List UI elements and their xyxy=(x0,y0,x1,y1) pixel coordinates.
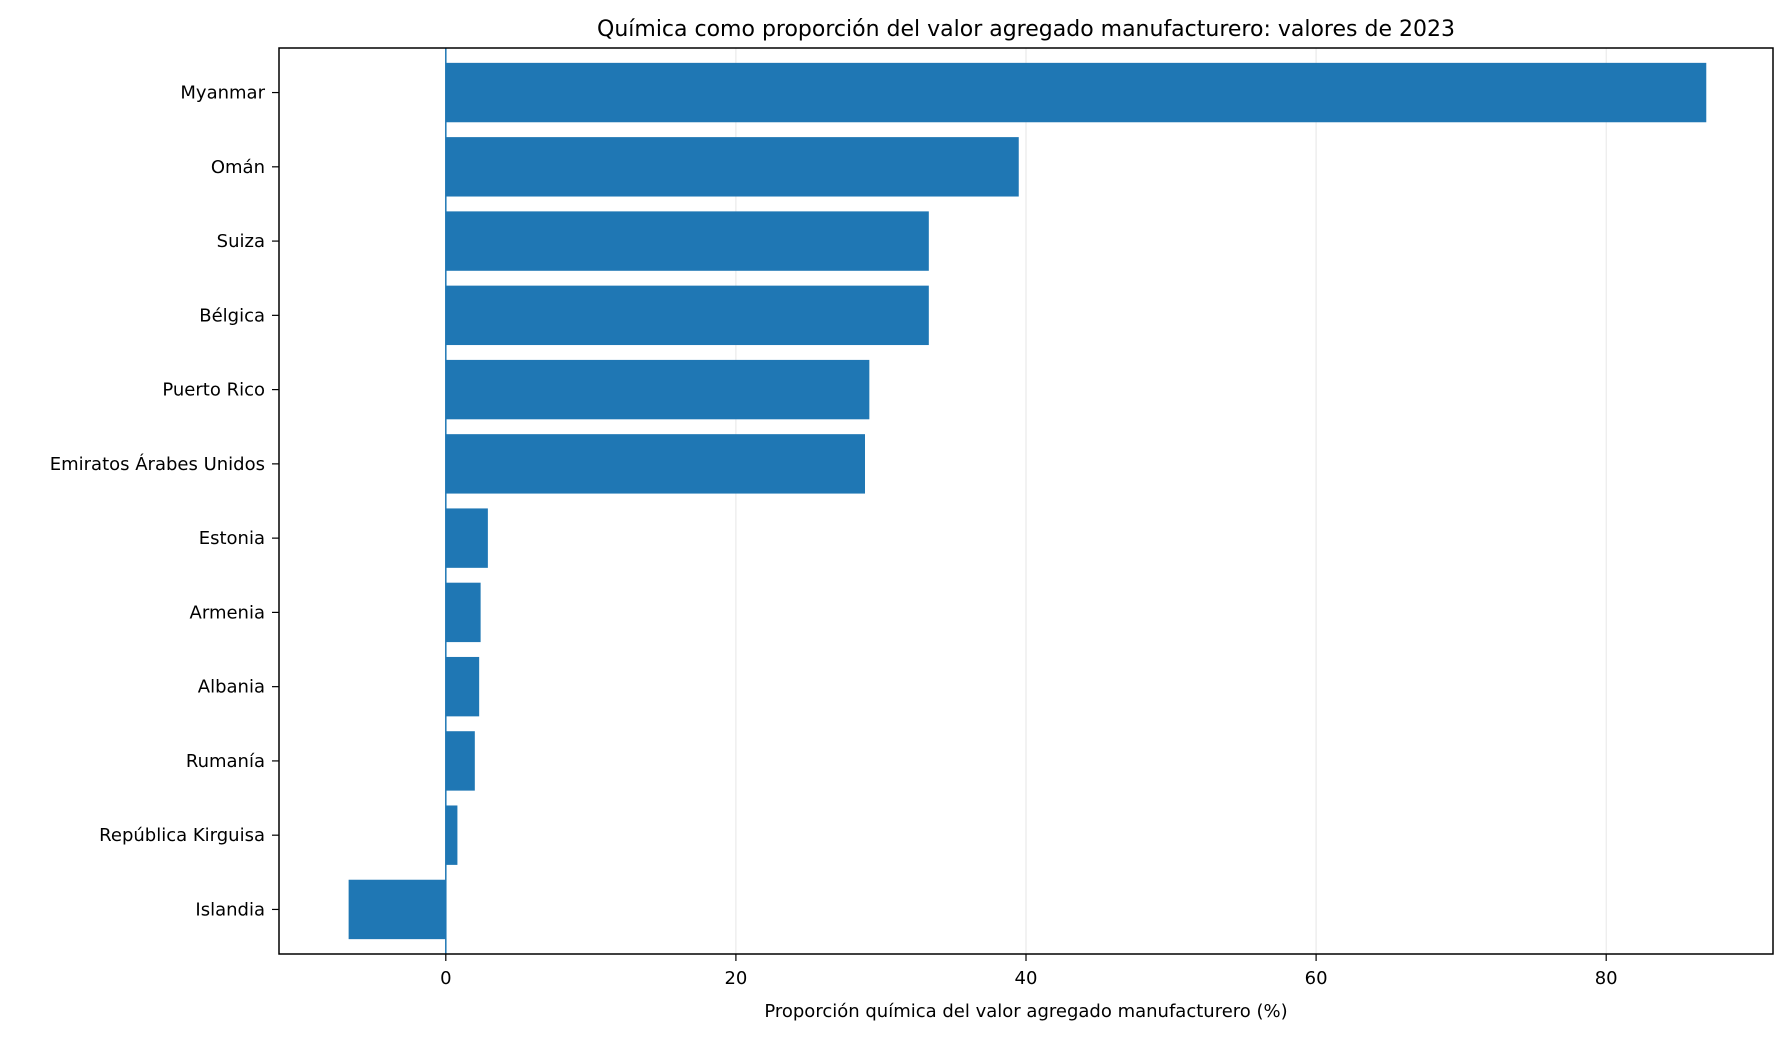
bar-10 xyxy=(445,805,458,865)
bar-8 xyxy=(445,656,480,717)
y-tick-label-11: Islandia xyxy=(195,899,265,920)
y-tick-label-6: Estonia xyxy=(199,528,265,549)
y-tick-label-0: Myanmar xyxy=(180,83,265,104)
bar-11 xyxy=(348,879,446,940)
bar-5 xyxy=(445,434,865,494)
y-axis-ticks: Myanmar Omán Suiza Bélgica Puerto Rico Emirat… xyxy=(50,83,279,920)
y-tick-label-7: Armenia xyxy=(190,602,265,623)
bars xyxy=(348,62,1707,940)
y-tick-label-9: Rumanía xyxy=(186,751,265,772)
x-axis-ticks: 0 20 40 60 80 xyxy=(440,954,1618,989)
y-tick-label-8: Albania xyxy=(198,677,265,698)
y-tick-label-4: Puerto Rico xyxy=(162,380,265,401)
bar-6 xyxy=(445,508,488,568)
bar-0 xyxy=(445,62,1707,123)
x-tick-label-0: 0 xyxy=(440,968,451,989)
bar-4 xyxy=(445,359,870,420)
y-tick-label-1: Omán xyxy=(211,157,265,178)
y-tick-label-10: República Kirguisa xyxy=(99,825,265,846)
x-tick-label-2: 40 xyxy=(1015,968,1038,989)
y-tick-label-3: Bélgica xyxy=(199,305,265,326)
y-tick-label-2: Suiza xyxy=(217,231,265,252)
x-tick-label-4: 80 xyxy=(1595,968,1618,989)
bar-7 xyxy=(445,582,481,643)
bar-9 xyxy=(445,731,475,791)
chart-title: Química como proporción del valor agrega… xyxy=(597,17,1455,42)
x-tick-label-3: 60 xyxy=(1305,968,1328,989)
bar-1 xyxy=(445,137,1019,197)
x-axis-label: Proporción química del valor agregado ma… xyxy=(764,1001,1287,1022)
bar-3 xyxy=(445,285,929,346)
x-tick-label-1: 20 xyxy=(724,968,747,989)
bar-2 xyxy=(445,211,929,271)
y-tick-label-5: Emiratos Árabes Unidos xyxy=(50,453,265,475)
